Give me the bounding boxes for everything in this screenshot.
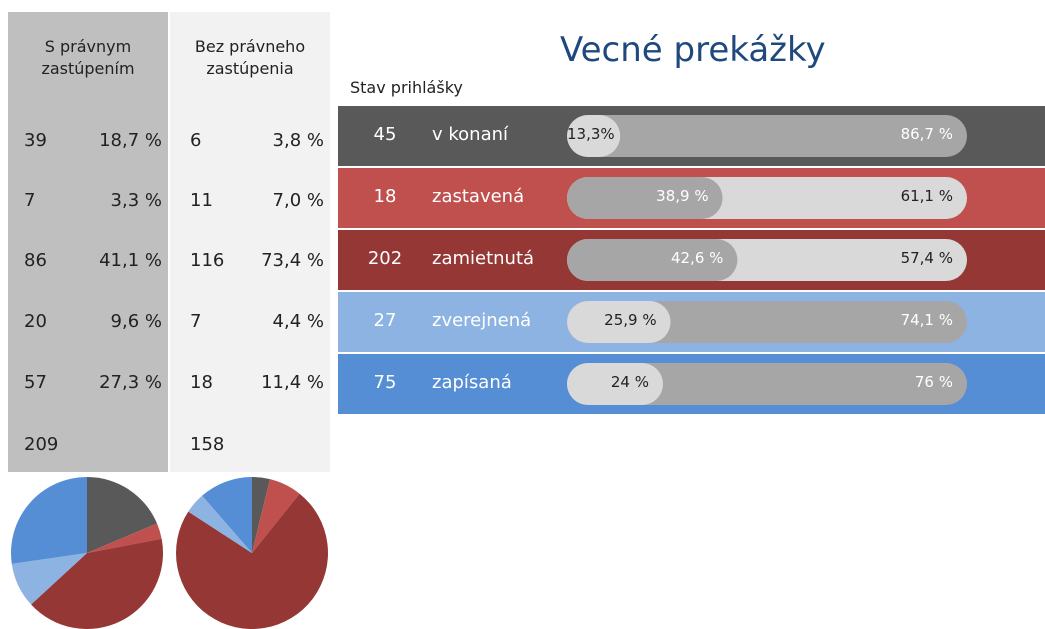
count: 20 xyxy=(24,311,47,332)
percent: 4,4 % xyxy=(272,311,324,332)
count: 6 xyxy=(190,130,202,151)
status-count: 45 xyxy=(373,124,397,145)
share-bar xyxy=(567,301,671,343)
share-label: 61,1 % xyxy=(900,187,953,205)
count: 7 xyxy=(190,311,202,332)
count: 7 xyxy=(24,190,36,211)
percent: 3,8 % xyxy=(272,130,324,151)
count: 116 xyxy=(190,250,225,271)
share-bar xyxy=(567,363,663,405)
percent: 27,3 % xyxy=(99,372,162,393)
share-label: 57,4 % xyxy=(900,249,953,267)
status-name: zverejnená xyxy=(432,310,532,331)
count: 86 xyxy=(24,250,47,271)
pie-slice xyxy=(87,477,158,553)
share-label: 24 % xyxy=(610,373,649,391)
count: 39 xyxy=(24,130,47,151)
status-count: 202 xyxy=(367,248,403,269)
pie-slice xyxy=(10,477,87,564)
share-bar xyxy=(567,239,738,281)
total: 209 xyxy=(24,434,59,455)
percent: 9,6 % xyxy=(110,311,162,332)
group-header: S právnym zastúpením xyxy=(41,37,135,78)
share-bar xyxy=(567,363,967,405)
count: 57 xyxy=(24,372,47,393)
share-label: 38,9 % xyxy=(656,187,709,205)
share-label: 76 % xyxy=(914,373,953,391)
status-name: v konaní xyxy=(432,124,509,145)
pie-slice xyxy=(87,523,162,553)
panel xyxy=(8,12,168,472)
percent: 41,1 % xyxy=(99,250,162,271)
share-label: 74,1 % xyxy=(900,311,953,329)
pie-slice xyxy=(252,479,300,553)
status-count: 75 xyxy=(373,372,397,393)
panel xyxy=(170,12,330,472)
status-name: zastavená xyxy=(432,186,525,207)
column-label: Stav prihlášky xyxy=(350,78,463,97)
pie-slice xyxy=(252,477,270,553)
total: 158 xyxy=(190,434,225,455)
pie-slice xyxy=(31,538,164,629)
pie-slice xyxy=(188,495,252,553)
pie-slice xyxy=(202,477,252,553)
share-bar xyxy=(567,115,621,157)
count: 18 xyxy=(190,372,213,393)
share-bar xyxy=(567,177,723,219)
status-count: 27 xyxy=(373,310,397,331)
percent: 18,7 % xyxy=(99,130,162,151)
status-name: zamietnutá xyxy=(432,248,535,269)
status-name: zapísaná xyxy=(432,372,512,393)
share-label: 25,9 % xyxy=(604,311,657,329)
share-bar xyxy=(567,115,967,157)
percent: 7,0 % xyxy=(272,190,324,211)
group-header: Bez právneho zastúpenia xyxy=(194,37,306,78)
pie-slice xyxy=(11,553,88,605)
status-count: 18 xyxy=(373,186,397,207)
title: Vecné prekážky xyxy=(560,30,826,70)
share-label: 86,7 % xyxy=(900,125,953,143)
pie-slice xyxy=(176,493,329,629)
count: 11 xyxy=(190,190,213,211)
percent: 3,3 % xyxy=(110,190,162,211)
percent: 11,4 % xyxy=(261,372,324,393)
share-label: 13,3% xyxy=(567,125,615,143)
percent: 73,4 % xyxy=(261,250,324,271)
share-label: 42,6 % xyxy=(670,249,724,267)
